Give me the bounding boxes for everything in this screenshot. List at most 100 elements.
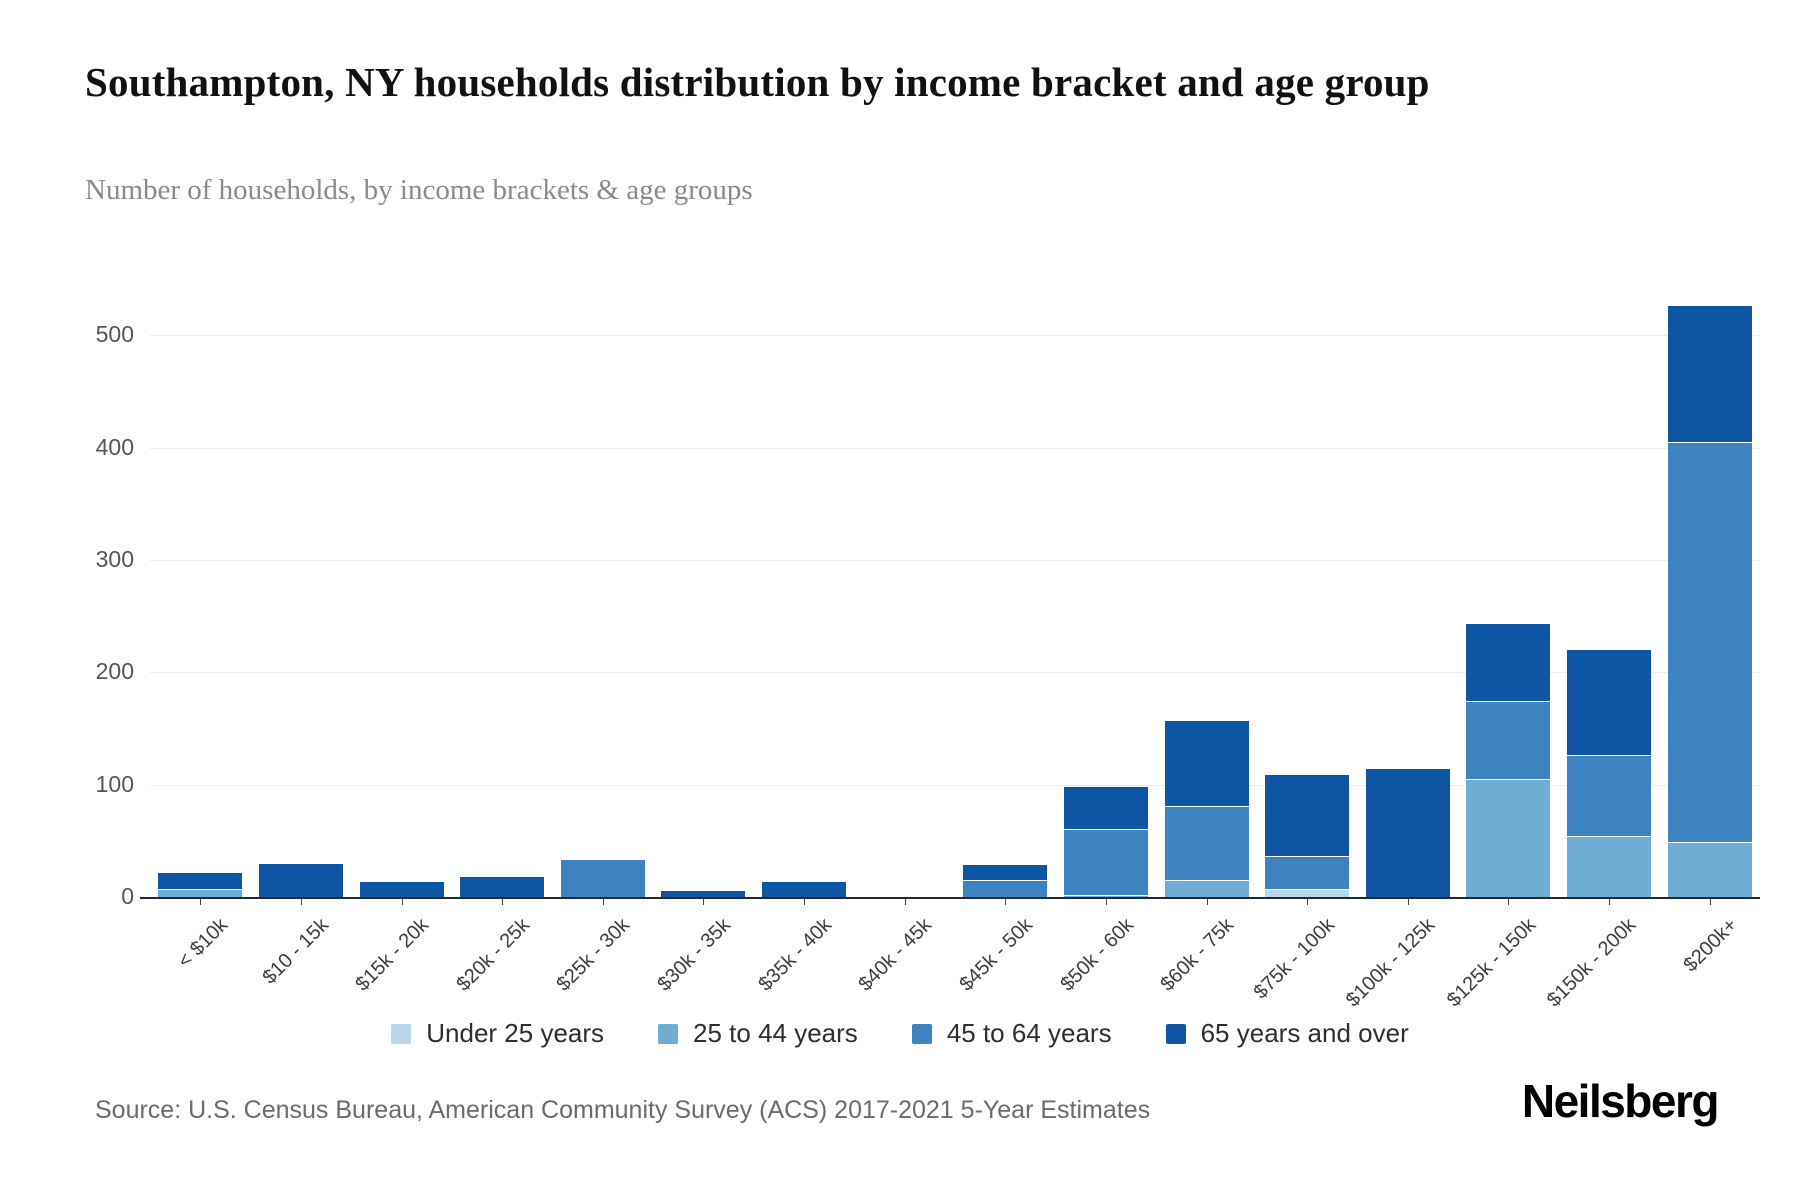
x-tick	[1609, 898, 1611, 905]
bar-segment	[963, 864, 1048, 880]
bar-segment	[1365, 767, 1450, 898]
x-tick-label: $200k+	[1678, 914, 1742, 977]
y-tick-label-500: 500	[95, 321, 134, 348]
stacked-bar	[661, 890, 746, 898]
x-tick	[1307, 898, 1309, 905]
x-tick	[602, 898, 604, 905]
x-tick	[1105, 898, 1107, 905]
x-tick	[1005, 898, 1007, 905]
bar-segment	[1667, 441, 1752, 842]
legend-item: 65 years and over	[1165, 1018, 1409, 1049]
legend: Under 25 years 25 to 44 years 45 to 64 yea…	[0, 1018, 1800, 1049]
chart-title: Southampton, NY households distribution …	[85, 59, 1430, 105]
bar-slot: < $10k	[150, 280, 251, 972]
bar-segment	[1063, 785, 1148, 830]
x-tick	[401, 898, 403, 905]
bar-segment	[762, 881, 847, 898]
bar-slot: $40k - 45k	[854, 280, 955, 996]
bar-slot: $75k - 100k	[1249, 280, 1358, 1003]
bar-segment	[560, 858, 645, 898]
x-tick-label: $15k - 20k	[351, 914, 434, 996]
bar-slot: $60k - 75k	[1156, 280, 1257, 996]
legend-label: 65 years and over	[1200, 1018, 1409, 1048]
bar-segment	[661, 890, 746, 898]
y-tick-label-400: 400	[95, 433, 134, 460]
legend-swatch-icon	[911, 1023, 932, 1044]
x-tick-label: $45k - 50k	[955, 914, 1037, 996]
x-tick-label: $50k - 60k	[1055, 914, 1138, 996]
stacked-bar	[1667, 304, 1752, 898]
stacked-bar	[1265, 774, 1350, 898]
gridline-300	[150, 559, 1760, 561]
bar-segment	[1063, 829, 1148, 895]
bar-segment	[460, 875, 545, 898]
legend-swatch-icon	[391, 1023, 412, 1044]
bar-slot: $25k - 30k	[553, 280, 654, 996]
x-tick	[1206, 898, 1208, 905]
legend-swatch-icon	[1165, 1023, 1186, 1044]
stacked-bar	[963, 864, 1048, 898]
stacked-bar	[1063, 785, 1148, 898]
bar-segment	[1265, 774, 1350, 857]
bar-slot: $15k - 20k	[351, 280, 452, 996]
bar-segment	[1265, 889, 1350, 898]
bar-segment	[359, 881, 444, 898]
gridline-500	[150, 335, 1760, 337]
bar-slot: $35k - 40k	[754, 280, 855, 996]
x-tick-label: $25k - 30k	[552, 914, 635, 996]
bar-segment	[1164, 720, 1249, 806]
bar-segment	[1667, 841, 1752, 898]
x-tick-label: $125k - 150k	[1442, 914, 1540, 1012]
x-tick	[200, 898, 202, 905]
x-tick	[502, 898, 504, 905]
source-note: Source: U.S. Census Bureau, American Com…	[95, 1096, 1151, 1124]
stacked-bar	[1164, 720, 1249, 898]
stacked-bar	[359, 881, 444, 898]
x-tick	[1508, 898, 1510, 905]
bar-slot: $200k+	[1659, 280, 1760, 976]
bar-segment	[258, 863, 343, 898]
x-tick-label: $35k - 40k	[754, 914, 836, 996]
bar-slot: $125k - 150k	[1443, 280, 1559, 1011]
stacked-bar	[258, 863, 343, 898]
legend-label: Under 25 years	[426, 1018, 605, 1048]
stacked-bar	[460, 875, 545, 898]
x-tick	[1709, 898, 1711, 905]
legend-swatch-icon	[658, 1023, 679, 1044]
bar-slot: $45k - 50k	[955, 280, 1056, 996]
x-axis-line	[140, 897, 1760, 899]
bar-segment	[1667, 304, 1752, 442]
bars-container: < $10k $10 - 15k $15k - 20k $20k - 25k $25k …	[150, 280, 1760, 1011]
y-tick-label-0: 0	[121, 883, 134, 909]
bar-slot: $10 - 15k	[251, 280, 352, 989]
bar-slot: $30k - 35k	[653, 280, 754, 996]
bar-segment	[1466, 622, 1551, 702]
bar-segment	[1164, 880, 1249, 898]
bar-segment	[158, 872, 243, 889]
x-tick-label: $30k - 35k	[653, 914, 735, 996]
x-tick	[1407, 898, 1409, 905]
x-tick-label: $40k - 45k	[854, 914, 937, 996]
bar-slot: $20k - 25k	[452, 280, 553, 996]
x-tick	[904, 898, 906, 905]
stacked-bar	[560, 858, 645, 898]
x-tick-label: $10 - 15k	[257, 914, 333, 989]
x-tick	[703, 898, 705, 905]
chart-subtitle: Number of households, by income brackets…	[85, 174, 753, 206]
bar-slot: $50k - 60k	[1056, 280, 1157, 996]
neilsberg-logo: Neilsberg	[1521, 1075, 1720, 1127]
bar-segment	[1567, 648, 1652, 756]
x-tick-label: < $10k	[173, 914, 232, 973]
x-tick-label: $60k - 75k	[1156, 914, 1239, 996]
gridline-400	[150, 447, 1760, 449]
bar-slot: $100k - 125k	[1342, 280, 1459, 1011]
stacked-bar	[1466, 622, 1551, 898]
stacked-bar	[762, 881, 847, 898]
legend-label: 25 to 44 years	[693, 1018, 858, 1048]
bar-segment	[158, 889, 243, 898]
y-tick-label-100: 100	[95, 770, 134, 797]
stacked-bar	[1365, 767, 1450, 898]
x-tick-label: $75k - 100k	[1249, 914, 1339, 1004]
x-tick-label: $150k - 200k	[1543, 914, 1641, 1012]
